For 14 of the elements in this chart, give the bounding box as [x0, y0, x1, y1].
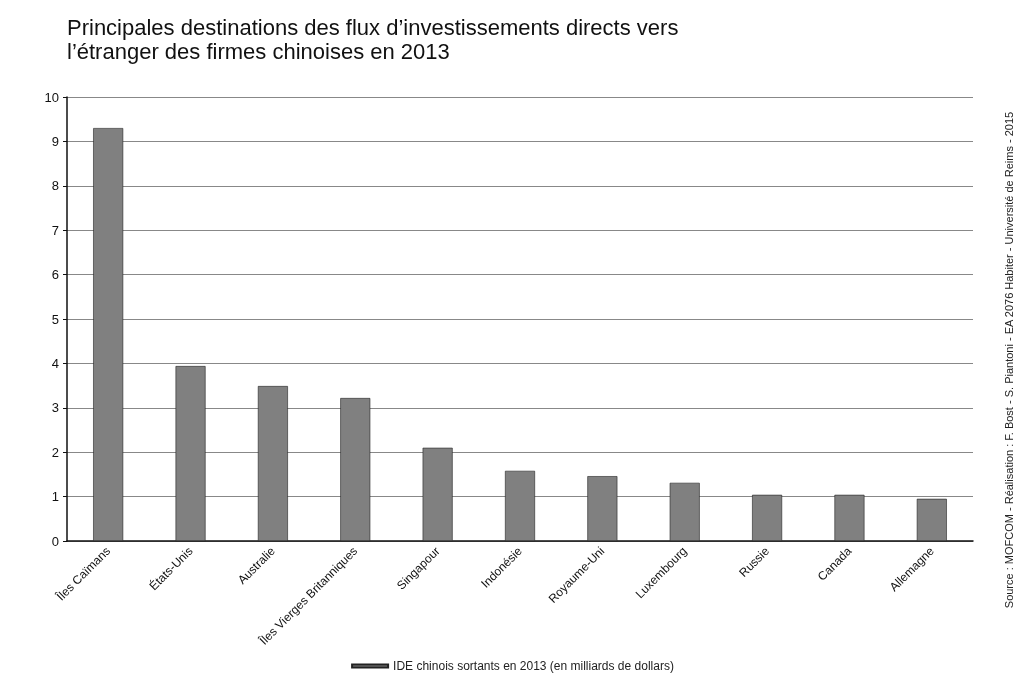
y-tick-label: 4: [51, 355, 59, 371]
y-tick-label: 1: [51, 489, 59, 505]
y-tick-label: 3: [51, 400, 59, 416]
y-tick-label: 10: [44, 89, 59, 105]
y-tick-label: 7: [51, 222, 59, 238]
y-tick-label: 5: [51, 311, 59, 327]
chart-title: Principales destinations des flux d’investissements directs vers l’étranger des firmes chinoises en 2013: [67, 14, 685, 64]
y-tick-label: 0: [51, 533, 59, 549]
source-note: Source : MOFCOM - Réalisation : F. Bost - S. Piantoni - EA 2076 Habiter - Université de Reims - 2015: [1002, 111, 1015, 609]
y-tick-label: 9: [51, 133, 59, 149]
y-tick-label: 2: [51, 444, 59, 460]
y-tick-label: 8: [51, 178, 59, 194]
y-tick-label: 6: [51, 267, 59, 283]
legend-label: IDE chinois sortants en 2013 (en milliards de dollars): [393, 659, 674, 673]
